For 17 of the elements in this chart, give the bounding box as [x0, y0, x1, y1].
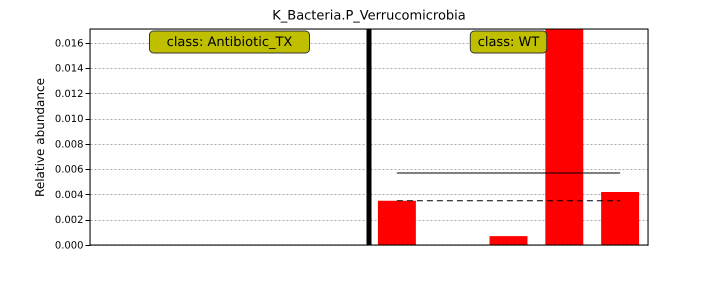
bar [490, 236, 528, 245]
y-tick-label: 0.014 [54, 64, 84, 75]
y-tick-label: 0.012 [54, 88, 84, 100]
annotation: class: Antibiotic_TX [166, 35, 292, 50]
y-tick-label: 0.010 [54, 114, 84, 126]
annotation: class: WT [478, 35, 540, 50]
bar [378, 200, 416, 245]
y-tick-label: 0.006 [54, 164, 84, 176]
y-axis-title: Relative abundance [32, 78, 47, 197]
y-tick-label: 0.016 [54, 38, 84, 50]
y-tick-label: 0.008 [54, 139, 84, 150]
bar [601, 192, 640, 245]
bar [545, 29, 584, 245]
y-tick-label: 0.002 [54, 215, 84, 226]
y-tick-label: 0.004 [54, 190, 84, 201]
y-tick-label: 0.000 [54, 240, 84, 252]
chart-title: K_Bacteria.P_Verrucomicrobia [272, 8, 466, 24]
